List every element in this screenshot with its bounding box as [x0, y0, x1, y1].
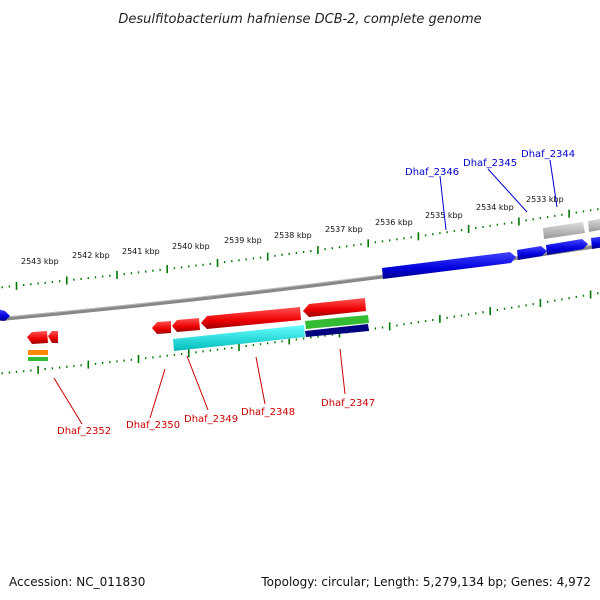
- scale-tick-label: 2536 kbp: [375, 218, 413, 227]
- gene-arrow[interactable]: [27, 331, 48, 344]
- gene-label-dhaf-2346[interactable]: Dhaf_2346: [405, 167, 459, 178]
- scale-labels: 2543 kbp 2542 kbp 2541 kbp 2540 kbp 2539 kbp…: [21, 195, 564, 266]
- reverse-strand-genes: [27, 298, 369, 361]
- gene-arrow[interactable]: [382, 252, 516, 279]
- topology-text: Topology: circular; Length: 5,279,134 bp…: [260, 575, 591, 589]
- gene-arrow[interactable]: [543, 222, 585, 239]
- accession-text: Accession: NC_011830: [9, 575, 145, 589]
- gene-arrow[interactable]: [546, 239, 588, 255]
- gene-box[interactable]: [28, 357, 48, 361]
- forward-scale: [1, 208, 599, 290]
- gene-arrow[interactable]: [48, 331, 58, 343]
- forward-strand-genes: [0, 218, 600, 321]
- gene-arrow[interactable]: [517, 246, 547, 260]
- gene-arrow[interactable]: [303, 298, 366, 317]
- scale-tick-label: 2539 kbp: [224, 236, 262, 245]
- scale-tick-label: 2538 kbp: [274, 231, 312, 240]
- gene-box[interactable]: [305, 324, 369, 337]
- gene-box[interactable]: [28, 350, 48, 355]
- scale-tick-label: 2541 kbp: [122, 247, 160, 256]
- scale-tick-label: 2537 kbp: [325, 225, 363, 234]
- scale-tick-label: 2534 kbp: [476, 203, 514, 212]
- gene-label-dhaf-2350[interactable]: Dhaf_2350: [126, 420, 180, 431]
- scale-tick-label: 2535 kbp: [425, 211, 463, 220]
- gene-label-dhaf-2349[interactable]: Dhaf_2349: [184, 414, 238, 425]
- gene-label-dhaf-2347[interactable]: Dhaf_2347: [321, 398, 375, 409]
- gene-box[interactable]: [305, 315, 369, 329]
- gene-label-dhaf-2348[interactable]: Dhaf_2348: [241, 407, 295, 418]
- gene-label-dhaf-2344[interactable]: Dhaf_2344: [521, 149, 575, 160]
- scale-tick-label: 2540 kbp: [172, 242, 210, 251]
- gene-arrow[interactable]: [0, 309, 10, 321]
- gene-labels: Dhaf_2346 Dhaf_2345 Dhaf_2344 Dhaf_2352 …: [53, 149, 575, 437]
- gene-arrow[interactable]: [588, 218, 600, 232]
- gene-arrow[interactable]: [591, 236, 600, 249]
- gene-arrow[interactable]: [152, 321, 171, 334]
- genome-title: Desulfitobacterium hafniense DCB-2, comp…: [118, 12, 481, 27]
- gene-label-dhaf-2345[interactable]: Dhaf_2345: [463, 158, 517, 169]
- gene-box[interactable]: [173, 325, 305, 351]
- gene-label-dhaf-2352[interactable]: Dhaf_2352: [57, 426, 111, 437]
- scale-tick-label: 2533 kbp: [526, 195, 564, 204]
- scale-tick-label: 2543 kbp: [21, 257, 59, 266]
- scale-tick-label: 2542 kbp: [72, 251, 110, 260]
- gene-arrow[interactable]: [201, 307, 301, 329]
- gene-arrow[interactable]: [172, 318, 200, 332]
